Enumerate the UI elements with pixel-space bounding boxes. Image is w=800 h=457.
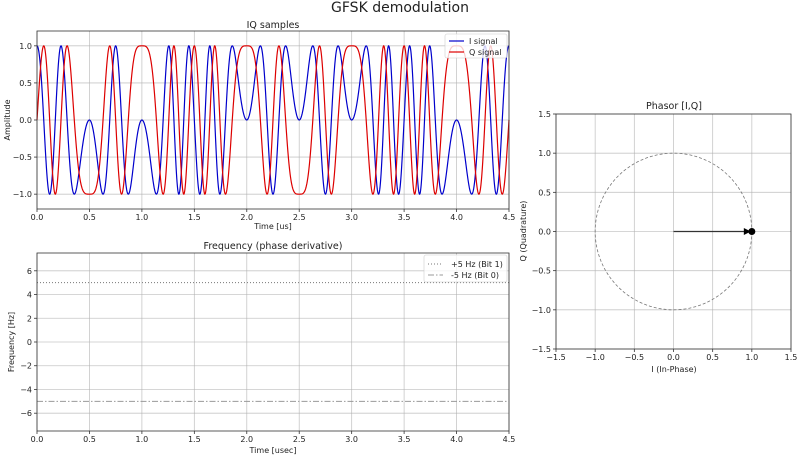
- phasor-axes-frame: [555, 113, 792, 350]
- y-tick-label: −0.5: [532, 267, 551, 276]
- x-tick-label: 2.5: [293, 213, 306, 222]
- x-tick-label: 4.0: [450, 435, 463, 444]
- freq-axes-frame: [36, 252, 510, 432]
- x-tick-label: 0.5: [706, 353, 719, 362]
- phasor-ylabel: Q (Quadrature): [519, 201, 528, 262]
- x-tick-label: 0.5: [83, 435, 96, 444]
- y-tick-label: 0.0: [19, 116, 32, 125]
- x-tick-label: −0.5: [625, 353, 644, 362]
- i-signal-line: [36, 44, 510, 196]
- legend-label: Q signal: [469, 48, 502, 57]
- y-tick-label: 0.5: [19, 79, 32, 88]
- y-tick-label: −0.5: [13, 153, 32, 162]
- x-tick-label: 2.0: [240, 213, 253, 222]
- x-tick-label: 1.0: [136, 435, 149, 444]
- x-tick-label: 2.5: [293, 435, 306, 444]
- iq-axes-frame: [36, 30, 510, 210]
- y-tick-label: 1.0: [19, 42, 32, 51]
- freq-ylabel: Frequency [Hz]: [7, 312, 16, 372]
- y-tick-label: −1.0: [13, 190, 32, 199]
- x-tick-label: 1.5: [188, 435, 201, 444]
- freq-title: Frequency (phase derivative): [204, 241, 343, 252]
- y-tick-label: −6: [20, 409, 32, 418]
- x-tick-label: −1.5: [546, 353, 565, 362]
- y-tick-label: 0: [27, 338, 32, 347]
- x-tick-label: 0.0: [667, 353, 680, 362]
- y-tick-label: 1.5: [538, 110, 551, 119]
- y-tick-label: 6: [27, 267, 32, 276]
- x-tick-label: 3.5: [398, 213, 411, 222]
- phasor-arrowhead: [743, 228, 751, 235]
- legend-label: -5 Hz (Bit 0): [451, 271, 499, 280]
- x-tick-label: −1.0: [585, 353, 604, 362]
- x-tick-label: 4.0: [450, 213, 463, 222]
- iq-ylabel: Amplitude: [3, 99, 12, 140]
- iq-xlabel: Time [us]: [253, 222, 292, 231]
- x-tick-label: 3.0: [345, 213, 358, 222]
- x-tick-label: 3.0: [345, 435, 358, 444]
- q-signal-line: [36, 45, 510, 195]
- y-tick-label: 2: [27, 314, 32, 323]
- x-tick-label: 0.0: [31, 435, 44, 444]
- x-tick-label: 4.5: [503, 435, 516, 444]
- freq-legend: [423, 254, 508, 283]
- legend-label: +5 Hz (Bit 1): [451, 260, 503, 269]
- phasor-title: Phasor [I,Q]: [646, 101, 702, 112]
- y-tick-label: 0.5: [538, 188, 551, 197]
- x-tick-label: 1.5: [188, 213, 201, 222]
- x-tick-label: 4.5: [503, 213, 516, 222]
- x-tick-label: 1.5: [785, 353, 798, 362]
- y-tick-label: −1.5: [532, 345, 551, 354]
- x-tick-label: 2.0: [240, 435, 253, 444]
- phasor-xlabel: I (In-Phase): [651, 365, 696, 374]
- frequency-axes: Frequency (phase derivative) Time [usec]…: [7, 241, 515, 455]
- legend-label: I signal: [469, 37, 498, 46]
- phasor-axes: Phasor [I,Q] I (In-Phase) Q (Quadrature)…: [519, 101, 797, 374]
- phasor-point: [748, 228, 756, 235]
- iq-samples-axes: IQ samples Time [us] Amplitude 0.0 0.5 1.0…: [3, 20, 515, 231]
- x-tick-label: 3.5: [398, 435, 411, 444]
- freq-xlabel: Time [usec]: [249, 446, 297, 455]
- x-tick-label: 1.0: [136, 213, 149, 222]
- x-tick-label: 0.0: [31, 213, 44, 222]
- y-tick-label: −4: [20, 385, 32, 394]
- y-tick-label: 1.0: [538, 149, 551, 158]
- x-tick-label: 1.0: [745, 353, 758, 362]
- iq-title: IQ samples: [247, 20, 300, 31]
- y-tick-label: 0.0: [538, 228, 551, 237]
- y-tick-label: −2: [20, 362, 32, 371]
- y-tick-label: −1.0: [532, 306, 551, 315]
- figure-title: GFSK demodulation: [331, 0, 469, 16]
- y-tick-label: 4: [27, 291, 32, 300]
- x-tick-label: 0.5: [83, 213, 96, 222]
